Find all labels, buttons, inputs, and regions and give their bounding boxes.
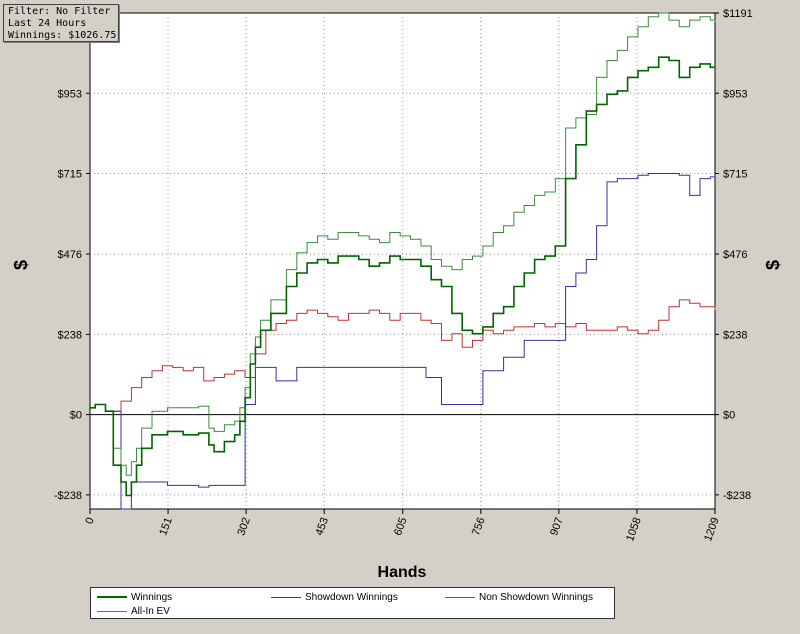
grid [90,13,715,509]
y-tick-label-left: $476 [58,249,82,261]
legend-item-winnings: Winnings [97,590,172,604]
y-axis-label-right: $ [763,260,783,270]
legend-label-non-showdown: Non Showdown Winnings [479,591,593,603]
legend-item-all-in-ev: All-In EV [97,604,170,618]
y-tick-label-right: $476 [723,249,747,261]
legend-label-winnings: Winnings [131,591,173,603]
series-line-showdown [90,173,716,510]
y-tick-label-right: $715 [723,169,747,181]
legend: Winnings Showdown Winnings Non Showdown … [90,587,615,619]
filter-info-box: Filter: No Filter Last 24 Hours Winnings… [3,4,119,42]
x-tick-label: 756 [470,516,488,537]
y-tick-label-left: $953 [58,88,82,100]
x-tick-label: 151 [157,516,175,537]
x-tick-label: 453 [313,516,331,537]
x-tick-label: 1209 [702,516,722,543]
legend-swatch-non-showdown [445,596,475,598]
series-line-all-in-ev [90,12,716,476]
x-tick-label: 907 [548,516,566,537]
legend-swatch-showdown [271,596,301,598]
legend-item-showdown: Showdown Winnings [271,590,398,604]
y-tick-label-left: $238 [58,329,82,341]
y-tick-label-right: $238 [723,329,747,341]
y-tick-label-right: $953 [723,88,747,100]
legend-swatch-winnings [97,596,127,598]
legend-label-all-in-ev: All-In EV [131,605,170,617]
x-axis-label: Hands [378,564,427,581]
series-line-non-showdown [90,299,716,412]
x-tick-label: 0 [83,516,96,526]
legend-swatch-all-in-ev [97,610,127,612]
legend-label-showdown: Showdown Winnings [305,591,398,603]
winnings-text: Winnings: $1026.75 [8,30,117,41]
y-tick-label-right: $0 [723,410,735,422]
y-tick-label-left: $0 [70,410,82,422]
legend-item-non-showdown: Non Showdown Winnings [445,590,593,604]
y-tick-label-right: $1191 [723,8,753,20]
period-text: Last 24 Hours [8,18,87,29]
x-tick-label: 605 [392,516,410,537]
x-tick-label: 302 [235,516,253,537]
y-tick-label-left: -$238 [54,490,82,502]
x-tick-label: 1058 [624,516,644,543]
series-line-winnings [90,56,715,497]
y-axis-label-left: $ [11,260,31,270]
y-tick-label-left: $715 [58,169,82,181]
filter-text: Filter: No Filter [8,6,111,17]
y-tick-label-right: -$238 [723,490,751,502]
series-layer [90,12,716,510]
